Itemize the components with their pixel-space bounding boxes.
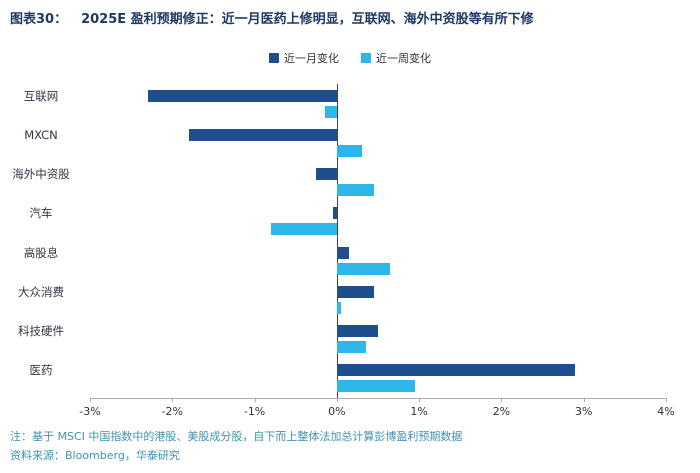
legend-swatch-icon [361, 53, 371, 63]
x-tick-label-6: 3% [574, 405, 593, 418]
bar-week-4 [336, 262, 391, 275]
bar-month-2 [316, 168, 337, 181]
figure-title-row: 图表30： 2025E 盈利预期修正：近一月医药上修明显，互联网、海外中资股等有所… [10, 8, 690, 27]
x-tick-mark [90, 398, 91, 402]
figure-title: 2025E 盈利预期修正：近一月医药上修明显，互联网、海外中资股等有所下修 [81, 12, 534, 27]
category-label-4: 高股息 [23, 245, 59, 260]
bar-month-5 [336, 285, 374, 298]
x-tick-mark [583, 398, 585, 402]
bar-month-3 [332, 207, 337, 220]
bar-week-1 [336, 144, 362, 157]
x-tick-label-0: -3% [79, 405, 101, 418]
category-label-2: 海外中资股 [12, 167, 70, 182]
x-tick-label-5: 2% [492, 405, 511, 418]
x-tick-label-7: 4% [657, 405, 675, 418]
x-tick-label-3: 0% [328, 405, 346, 418]
x-tick-mark [254, 398, 256, 402]
legend-label: 近一周变化 [376, 52, 431, 65]
x-tick-mark [336, 398, 338, 402]
x-tick-label-1: -2% [161, 405, 183, 418]
figure-number-label: 图表30： [10, 12, 68, 27]
bar-week-0 [324, 105, 337, 118]
category-label-3: 汽车 [29, 206, 53, 221]
x-tick-mark [419, 398, 421, 402]
bar-week-3 [271, 223, 337, 236]
bar-week-5 [336, 301, 341, 314]
bar-week-7 [336, 380, 415, 393]
chart-legend: 近一月变化 近一周变化 [0, 50, 700, 66]
bar-week-6 [336, 341, 366, 354]
category-label-1: MXCN [24, 127, 58, 142]
bar-month-0 [147, 89, 337, 102]
zero-axis-line [336, 84, 338, 398]
x-axis-line [90, 398, 666, 399]
category-label-7: 医药 [29, 363, 53, 378]
x-tick-label-2: -1% [243, 405, 266, 418]
x-tick-mark [666, 398, 667, 402]
x-tick-mark [501, 398, 503, 402]
x-tick-mark [172, 398, 174, 402]
figure-source: 资料来源：Bloomberg，华泰研究 [10, 449, 180, 462]
category-label-5: 大众消费 [18, 284, 64, 299]
legend-item-week: 近一周变化 [361, 50, 431, 66]
plot-area: 互联网 MXCN 海外中资股汽车高股息大众消费科技硬件医药 -3% -2% -1% 0% 1%… [12, 84, 675, 418]
bar-month-1 [188, 128, 337, 141]
figure-note: 注：基于 MSCI 中国指数中的港股、美股成分股，自下而上整体法加总计算彭博盈利… [10, 430, 463, 443]
legend-item-month: 近一月变化 [269, 50, 339, 66]
category-label-6: 科技硬件 [18, 324, 64, 339]
category-label-0: 互联网 [23, 88, 59, 103]
bar-week-2 [336, 184, 374, 197]
bar-month-7 [336, 364, 576, 377]
legend-swatch-icon [269, 53, 279, 63]
x-tick-label-4: 1% [410, 405, 428, 418]
bar-month-4 [336, 246, 350, 259]
legend-label: 近一月变化 [284, 52, 339, 65]
bar-month-6 [336, 325, 378, 338]
